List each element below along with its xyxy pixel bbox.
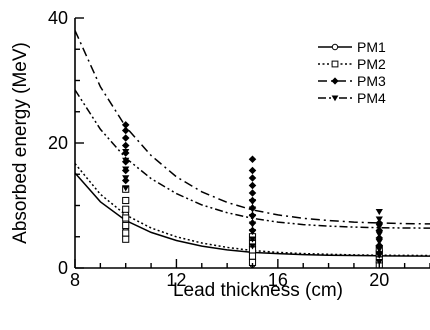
data-point-pm4 — [375, 231, 383, 238]
data-point-pm4 — [122, 175, 130, 182]
data-point-pm4 — [375, 224, 383, 231]
data-point-pm3 — [121, 141, 130, 150]
y-axis-title: Absorbed energy (MeV) — [10, 42, 31, 244]
legend-item-pm4: PM4 — [318, 90, 386, 106]
legend-marker — [331, 77, 339, 85]
data-point-pm2 — [122, 196, 130, 205]
data-point-pm4 — [375, 246, 383, 253]
data-points — [121, 121, 384, 268]
data-point-pm4 — [375, 252, 383, 259]
data-point-pm2 — [122, 235, 130, 243]
legend-label: PM4 — [357, 90, 386, 106]
ticks: 8 12 16 20 0 20 40 — [48, 8, 430, 290]
y-tick-label: 20 — [48, 133, 68, 153]
fit-curve-pm2 — [75, 163, 430, 257]
data-point-pm4 — [248, 229, 257, 236]
fit-curve-pm3 — [75, 30, 430, 225]
legend-label: PM1 — [357, 39, 386, 55]
data-point-pm4 — [122, 166, 130, 173]
data-point-pm3 — [248, 181, 257, 190]
data-point-pm3 — [375, 234, 384, 242]
legend-item-pm1: PM1 — [318, 39, 386, 55]
x-axis-title: Lead thickness (cm) — [173, 280, 343, 301]
data-point-pm3 — [121, 126, 130, 135]
x-tick-label: 12 — [166, 270, 186, 290]
data-point-pm4 — [248, 221, 257, 228]
data-point-pm2 — [122, 205, 130, 213]
data-point-pm3 — [248, 189, 257, 197]
data-point-pm3 — [248, 166, 257, 175]
data-point-pm4 — [248, 199, 257, 206]
y-tick-label: 0 — [58, 258, 68, 278]
data-point-pm3 — [121, 121, 130, 129]
data-point-pm3 — [248, 155, 257, 164]
data-point-pm3 — [375, 241, 384, 250]
data-point-pm4 — [248, 236, 257, 243]
legend-marker — [331, 60, 339, 68]
x-tick-label: 20 — [369, 270, 389, 290]
data-point-pm4 — [375, 239, 383, 246]
legend-item-pm3: PM3 — [318, 73, 386, 89]
data-point-pm4 — [375, 209, 383, 216]
x-tick-label: 8 — [70, 270, 80, 290]
legend-label: PM3 — [357, 73, 386, 89]
data-point-pm4 — [248, 206, 257, 213]
data-point-pm2 — [122, 221, 130, 230]
x-tick-label: 16 — [268, 270, 288, 290]
data-point-pm2 — [122, 229, 130, 237]
data-point-pm4 — [375, 216, 383, 223]
legend-marker — [331, 43, 339, 51]
legend-label: PM2 — [357, 56, 386, 72]
data-point-pm4 — [248, 214, 257, 221]
data-point-pm4 — [122, 157, 130, 164]
data-point-pm2 — [122, 214, 130, 222]
data-point-pm3 — [375, 219, 384, 227]
data-point-pm4 — [122, 149, 130, 156]
y-tick-label: 40 — [48, 8, 68, 28]
legend-item-pm2: PM2 — [318, 56, 386, 72]
data-point-pm3 — [248, 174, 257, 182]
legend-marker — [331, 95, 339, 102]
data-point-pm3 — [375, 226, 384, 235]
data-point-pm3 — [121, 134, 130, 142]
data-point-pm4 — [122, 185, 130, 192]
data-point-pm4 — [248, 243, 257, 250]
data-point-pm2 — [248, 252, 257, 260]
